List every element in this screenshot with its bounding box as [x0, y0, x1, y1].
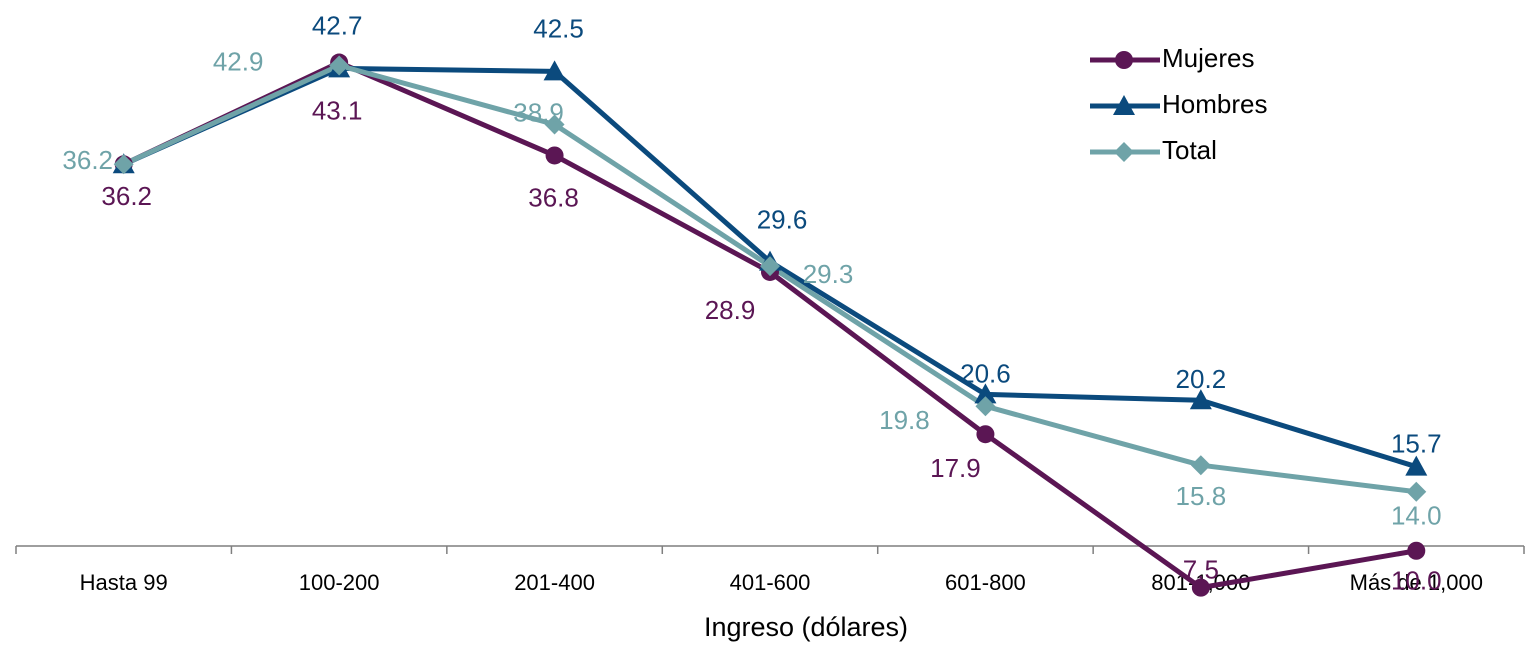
series-markers [112, 53, 1428, 597]
legend-item-mujeres: Mujeres [1090, 43, 1254, 73]
data-label-hombres-401-600: 29.6 [757, 205, 808, 235]
data-label-total-m-s-de-1-000: 14.0 [1391, 501, 1442, 531]
point-total-100-200 [329, 55, 350, 76]
legend-marker-total [1114, 142, 1134, 162]
data-label-total-201-400: 38.9 [513, 97, 564, 127]
point-total-801-1-000 [1190, 455, 1211, 476]
data-label-mujeres-601-800: 17.9 [930, 453, 981, 483]
data-label-total-801-1-000: 15.8 [1176, 481, 1227, 511]
legend-item-hombres: Hombres [1090, 89, 1267, 119]
data-label-total-100-200: 42.9 [213, 46, 264, 76]
point-hombres-601-800 [974, 383, 997, 404]
x-tick-label-601-800: 601-800 [945, 570, 1026, 595]
data-label-mujeres-801-1-000: 7.5 [1183, 555, 1219, 585]
legend-label-total: Total [1162, 135, 1217, 165]
point-hombres-m-s-de-1-000 [1405, 455, 1428, 476]
x-axis-title: Ingreso (dólares) [704, 612, 908, 642]
x-axis: Hasta 99100-200201-400401-600601-800801-… [15, 545, 1525, 595]
point-mujeres-601-800 [976, 425, 995, 444]
point-hombres-801-1-000 [1189, 389, 1212, 410]
data-label-hombres-m-s-de-1-000: 15.7 [1391, 429, 1442, 459]
point-hombres-201-400 [543, 60, 566, 81]
data-label-mujeres-100-200: 43.1 [312, 95, 363, 125]
legend-label-mujeres: Mujeres [1162, 43, 1254, 73]
data-labels: 36.2 43.1 36.8 28.9 17.9 7.5 10.0 42.7 42.5 29.6 2… [62, 10, 1441, 595]
legend-item-total: Total [1090, 135, 1217, 165]
point-total-m-s-de-1-000 [1406, 481, 1427, 502]
x-tick-label-hasta-99: Hasta 99 [80, 570, 168, 595]
data-label-mujeres-hasta-99: 36.2 [101, 181, 152, 211]
x-tick-label-401-600: 401-600 [730, 570, 811, 595]
legend: Mujeres Hombres Total [1090, 43, 1267, 165]
point-mujeres-801-1-000 [1191, 578, 1210, 597]
data-label-total-hasta-99: 36.2 [62, 145, 113, 175]
x-tick-label-201-400: 201-400 [514, 570, 595, 595]
data-label-hombres-100-200: 42.7 [312, 10, 363, 40]
data-label-hombres-601-800: 20.6 [960, 358, 1011, 388]
x-tick-label-100-200: 100-200 [299, 570, 380, 595]
point-mujeres-m-s-de-1-000 [1407, 541, 1426, 560]
x-tick-label-m-s-de-1-000: Más de 1,000 [1350, 570, 1483, 595]
point-total-401-600 [760, 256, 780, 277]
data-label-mujeres-201-400: 36.8 [528, 182, 579, 212]
point-mujeres-201-400 [545, 146, 564, 165]
point-total-201-400 [544, 114, 565, 135]
data-label-mujeres-401-600: 28.9 [705, 295, 756, 325]
legend-label-hombres: Hombres [1162, 89, 1267, 119]
legend-marker-mujeres [1115, 51, 1133, 69]
data-label-mujeres-m-s-de-1-000: 10.0 [1391, 566, 1442, 596]
legend-marker-hombres [1113, 95, 1135, 115]
data-label-total-401-600: 29.3 [803, 259, 854, 289]
data-label-hombres-201-400: 42.5 [533, 13, 584, 43]
point-total-hasta-99 [113, 154, 134, 175]
data-label-hombres-801-1-000: 20.2 [1176, 364, 1227, 394]
point-total-601-800 [975, 396, 996, 417]
data-label-total-601-800: 19.8 [879, 405, 930, 435]
